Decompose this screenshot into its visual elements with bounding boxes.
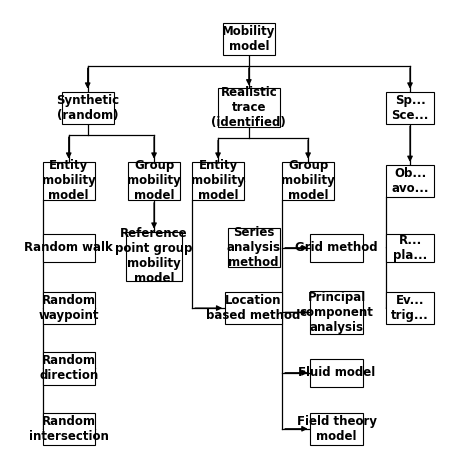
Text: Field theory
model: Field theory model	[297, 415, 376, 443]
FancyBboxPatch shape	[310, 291, 363, 334]
FancyBboxPatch shape	[126, 232, 182, 281]
FancyBboxPatch shape	[43, 292, 95, 324]
Text: Realistic
trace
(identified): Realistic trace (identified)	[211, 86, 286, 129]
Text: Random
intersection: Random intersection	[29, 415, 109, 443]
FancyBboxPatch shape	[310, 412, 363, 445]
Text: Random
waypoint: Random waypoint	[38, 294, 99, 322]
FancyBboxPatch shape	[386, 91, 434, 124]
Text: R...
pla...: R... pla...	[393, 234, 427, 262]
FancyBboxPatch shape	[223, 23, 275, 55]
FancyBboxPatch shape	[218, 88, 280, 127]
Text: Random
direction: Random direction	[39, 355, 99, 383]
Text: Entity
mobility
model: Entity mobility model	[42, 159, 96, 202]
FancyBboxPatch shape	[43, 412, 95, 445]
FancyBboxPatch shape	[386, 234, 434, 262]
FancyBboxPatch shape	[62, 91, 114, 124]
FancyBboxPatch shape	[192, 162, 244, 201]
FancyBboxPatch shape	[225, 292, 282, 324]
Text: Principal
component
analysis: Principal component analysis	[300, 291, 374, 334]
Text: Sp...
Sce...: Sp... Sce...	[392, 94, 428, 122]
FancyBboxPatch shape	[310, 234, 363, 262]
Text: Grid method: Grid method	[295, 241, 378, 254]
FancyBboxPatch shape	[386, 292, 434, 324]
Text: Series
analysis
method: Series analysis method	[227, 226, 281, 269]
Text: Synthetic
(random): Synthetic (random)	[56, 94, 119, 122]
Text: Fluid model: Fluid model	[298, 366, 375, 379]
FancyBboxPatch shape	[386, 165, 434, 197]
FancyBboxPatch shape	[128, 162, 180, 201]
FancyBboxPatch shape	[310, 359, 363, 387]
FancyBboxPatch shape	[43, 352, 95, 384]
Text: Ob...
avo...: Ob... avo...	[391, 167, 429, 195]
FancyBboxPatch shape	[228, 228, 280, 267]
Text: Entity
mobility
model: Entity mobility model	[191, 159, 245, 202]
Text: Random walk: Random walk	[24, 241, 113, 254]
FancyBboxPatch shape	[43, 162, 95, 201]
Text: Mobility
model: Mobility model	[222, 25, 275, 53]
Text: Ev...
trig...: Ev... trig...	[391, 294, 429, 322]
FancyBboxPatch shape	[282, 162, 334, 201]
Text: Location
based method: Location based method	[206, 294, 301, 322]
Text: Group
mobility
model: Group mobility model	[127, 159, 181, 202]
Text: Reference
point group
mobility
model: Reference point group mobility model	[115, 228, 193, 285]
FancyBboxPatch shape	[43, 234, 95, 262]
Text: Group
mobility
model: Group mobility model	[281, 159, 335, 202]
